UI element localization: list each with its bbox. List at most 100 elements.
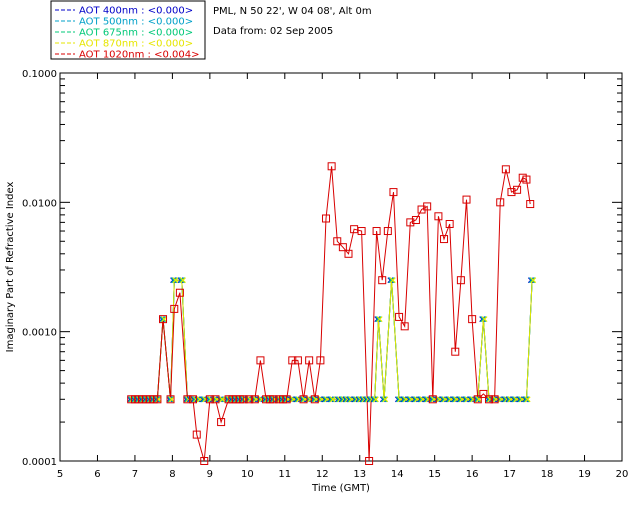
data-point-x [219,396,226,403]
data-point-x [389,277,396,284]
series-layer [127,162,537,465]
data-point-1020nm [183,395,192,404]
data-point-x [180,277,186,284]
data-point-1020nm [357,227,366,236]
x-tick-label: 6 [94,469,100,480]
x-tick-label: 9 [207,469,213,480]
data-point-1020nm [522,175,531,184]
x-axis-title: Time (GMT) [311,483,370,494]
data-point-x [172,277,179,284]
data-point-1020nm [175,288,184,297]
data-point-1020nm [250,395,259,404]
data-point-1020nm [479,389,488,398]
x-tick-label: 8 [169,469,175,480]
data-point-1020nm [288,356,297,365]
data-point-1020nm [322,214,331,223]
x-tick-label: 17 [503,469,516,480]
series-line-3 [131,279,533,400]
data-point-1020nm [501,165,510,174]
data-point-1020nm [192,430,201,439]
data-point-1020nm [365,457,374,465]
data-point-1020nm [310,395,319,404]
data-point-1020nm [211,395,220,404]
data-point-1020nm [269,395,278,404]
data-point-1020nm [305,356,314,365]
series-line-2 [131,279,533,400]
data-point-1020nm [200,457,209,465]
x-tick-label: 16 [466,469,479,480]
data-point-1020nm [205,395,214,404]
legend-label: AOT 500nm : <0.000> [79,17,193,28]
x-tick-label: 15 [428,469,441,480]
x-tick-label: 14 [391,469,404,480]
data-point-1020nm [256,356,265,365]
data-point-1020nm [282,395,291,404]
info-date: Data from: 02 Sep 2005 [213,26,333,37]
data-point-1020nm [484,395,493,404]
data-point-1020nm [217,418,226,427]
data-point-1020nm [406,218,415,227]
data-point-1020nm [400,322,409,331]
axis-ticks: 5 6 7 8 9 10 11 12 13 14 15 16 17 18 19 20 0.0001 0.0010 0… [22,69,628,480]
data-point-1020nm [159,315,168,324]
x-tick-label: 20 [616,469,629,480]
data-point-x [376,316,383,323]
data-point-x [372,396,379,403]
data-point-1020nm [490,395,499,404]
data-point-1020nm [451,347,460,356]
x-tick-label: 13 [353,469,366,480]
data-point-1020nm [338,243,347,252]
data-point-1020nm [462,195,471,204]
data-point-1020nm [383,227,392,236]
data-point-1020nm [389,188,398,197]
data-point-1020nm [445,219,454,228]
x-tick-label: 19 [578,469,591,480]
data-point-1020nm [526,200,535,209]
data-point-1020nm [378,276,387,285]
data-point-1020nm [189,395,198,404]
data-point-1020nm [166,395,175,404]
data-point-1020nm [440,235,449,244]
y-tick-label: 0.0010 [22,328,57,339]
data-point-1020nm [327,162,336,171]
data-point-1020nm [507,188,516,197]
data-point-1020nm [428,395,437,404]
legend-label: AOT 675nm : <0.000> [79,28,193,39]
data-point-x [481,316,488,323]
data-point-1020nm [423,202,432,211]
x-tick-label: 5 [57,469,63,480]
legend-label: AOT 400nm : <0.000> [79,6,193,17]
data-point-1020nm [239,395,248,404]
data-point-1020nm [434,212,443,221]
y-tick-label: 0.1000 [22,69,57,80]
data-point-1020nm [170,304,179,313]
series-line-1020nm [131,166,531,462]
data-point-1020nm [411,216,420,225]
x-tick-label: 7 [132,469,138,480]
x-tick-label: 10 [241,469,254,480]
data-point-1020nm [395,312,404,321]
series-line-1 [131,279,533,400]
data-point-1020nm [496,198,505,207]
data-point-x [168,396,175,403]
x-tick-label: 11 [278,469,291,480]
data-point-x [524,396,531,403]
y-tick-label: 0.0001 [22,457,57,468]
data-point-1020nm [468,315,477,324]
data-point-x [530,277,537,284]
data-point-1020nm [299,395,308,404]
plot-frame [59,72,623,462]
data-point-1020nm [245,395,254,404]
data-point-x [329,396,336,403]
data-point-1020nm [153,395,162,404]
data-point-1020nm [473,395,482,404]
data-point-x [382,396,389,403]
data-point-1020nm [513,185,522,194]
data-point-1020nm [344,249,353,258]
legend: AOT 400nm : <0.000>AOT 500nm : <0.000>AO… [50,0,206,61]
data-point-1020nm [372,227,381,236]
legend-label: AOT 1020nm : <0.004> [79,50,199,61]
data-point-1020nm [333,237,342,246]
series-line-0 [131,279,533,400]
